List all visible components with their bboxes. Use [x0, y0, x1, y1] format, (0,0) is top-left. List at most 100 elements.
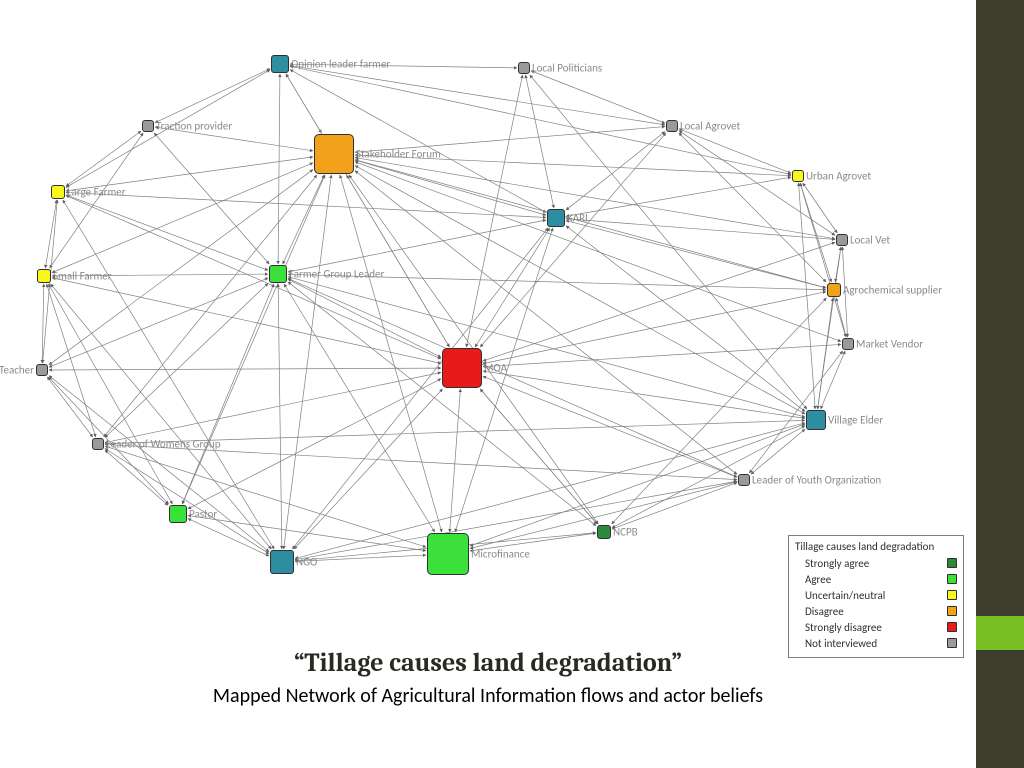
network-node-label: Urban Agrovet — [806, 170, 871, 183]
network-node — [51, 185, 65, 199]
network-node — [92, 438, 104, 450]
network-node-label: Local Politicians — [532, 62, 602, 75]
network-node — [827, 283, 841, 297]
network-edge — [51, 284, 272, 549]
network-edge — [355, 160, 826, 288]
network-edge — [483, 242, 835, 361]
network-edge — [47, 284, 96, 437]
legend-swatch — [947, 622, 957, 632]
network-edge — [49, 278, 268, 367]
legend-label: Uncertain/neutral — [805, 589, 885, 602]
network-edge — [295, 423, 805, 559]
network-edge — [525, 75, 553, 208]
network-edge — [284, 175, 332, 549]
network-edge — [836, 298, 846, 337]
network-edge — [49, 368, 441, 370]
network-edge — [475, 228, 550, 347]
network-edge — [347, 175, 450, 347]
network-edge — [105, 283, 268, 437]
network-node-label: Large Farmer — [67, 186, 126, 199]
network-edge — [66, 131, 141, 186]
network-edge — [612, 298, 827, 524]
network-node — [427, 533, 469, 575]
network-edge — [49, 376, 269, 552]
legend-swatch — [947, 638, 957, 648]
legend-row: Not interviewed — [795, 635, 957, 651]
network-node — [547, 209, 565, 227]
network-node-label: Local Agrovet — [680, 120, 740, 133]
network-edge — [288, 278, 737, 476]
network-node — [836, 234, 848, 246]
network-node-label: MOA — [484, 362, 507, 375]
network-edge — [50, 133, 144, 268]
network-node-label: KARI — [567, 212, 588, 225]
network-node — [270, 550, 294, 574]
network-edge — [105, 448, 269, 553]
network-node — [597, 525, 611, 539]
legend-swatch — [947, 574, 957, 584]
network-node — [738, 474, 750, 486]
network-edge — [66, 195, 268, 270]
network-edge — [188, 519, 269, 556]
network-edge — [290, 66, 665, 125]
network-node — [269, 265, 287, 283]
legend-title: Tillage causes land degradation — [795, 540, 957, 553]
network-edge — [155, 69, 270, 123]
network-edge — [483, 344, 841, 366]
network-node-label: Local Vet — [850, 234, 890, 247]
network-node-label: Opinion leader farmer — [291, 58, 390, 71]
network-node — [806, 410, 826, 430]
network-edge — [105, 450, 168, 505]
network-node-label: NGO — [296, 556, 317, 569]
network-node-label: NCPB — [613, 526, 638, 539]
legend-swatch — [947, 606, 957, 616]
network-edge — [288, 279, 441, 357]
network-edge — [104, 175, 317, 437]
network-node — [314, 134, 354, 174]
network-node-label: Market Vendor — [856, 338, 923, 351]
network-node-label: Pastor — [189, 508, 217, 521]
network-edge — [283, 175, 325, 264]
network-edge — [466, 75, 522, 347]
network-node-label: Leader of Womens Group — [106, 438, 221, 451]
network-node — [271, 55, 289, 73]
legend-label: Disagree — [805, 605, 844, 618]
network-edge — [45, 200, 56, 268]
legend: Tillage causes land degradation Strongly… — [788, 535, 964, 658]
network-node-label: Village Elder — [828, 414, 883, 427]
legend-label: Not interviewed — [805, 637, 877, 650]
legend-row: Strongly agree — [795, 555, 957, 571]
network-node — [142, 120, 154, 132]
network-node-label: Stakeholder Forum — [356, 148, 441, 161]
network-node-label: Farmer Group Leader — [289, 268, 384, 281]
network-edge — [52, 163, 313, 273]
legend-label: Agree — [805, 573, 831, 586]
network-edge — [483, 371, 805, 418]
legend-label: Strongly disagree — [805, 621, 882, 634]
network-edge — [105, 372, 441, 442]
network-edge — [278, 284, 282, 549]
network-edge — [818, 298, 833, 409]
network-node — [792, 170, 804, 182]
sidebar-accent — [976, 616, 1024, 650]
network-edge — [566, 219, 835, 240]
network-edge — [288, 220, 546, 272]
network-edge — [182, 284, 274, 504]
network-edge — [679, 129, 791, 173]
network-edge — [566, 132, 665, 211]
sidebar-strip — [976, 0, 1024, 768]
network-edge — [284, 284, 435, 532]
network-node — [169, 505, 187, 523]
network-node — [518, 62, 530, 74]
network-edge — [355, 158, 835, 239]
network-node — [37, 269, 51, 283]
network-edge — [355, 160, 546, 215]
network-edge — [480, 389, 597, 524]
legend-label: Strongly agree — [805, 557, 869, 570]
network-node-label: Microfinance — [471, 548, 530, 561]
network-edge — [278, 74, 280, 264]
network-node — [36, 364, 48, 376]
page-subtitle: Mapped Network of Agricultural Informati… — [0, 684, 976, 708]
legend-swatch — [947, 558, 957, 568]
network-edge — [182, 175, 325, 504]
